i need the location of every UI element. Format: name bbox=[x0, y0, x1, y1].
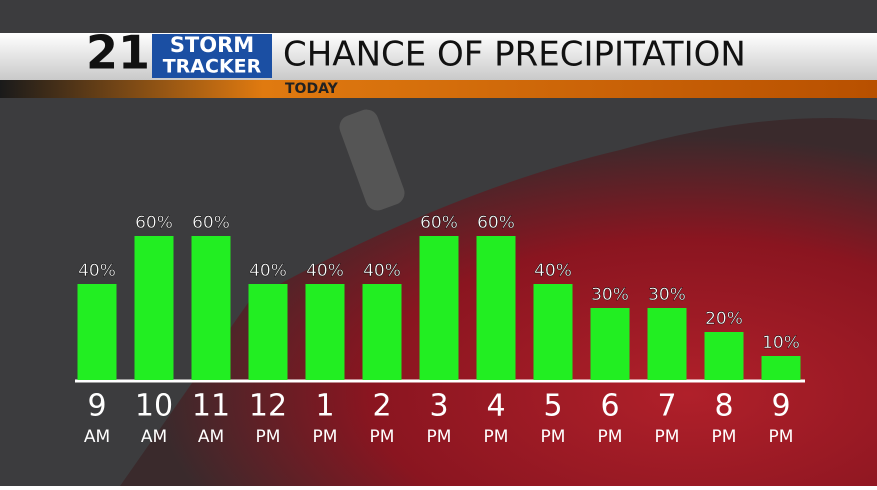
x-tick-label: 4 bbox=[486, 389, 505, 424]
x-tick-period: PM bbox=[484, 427, 509, 447]
x-tick-period: PM bbox=[370, 427, 395, 447]
x-tick-label: 8 bbox=[714, 389, 733, 424]
x-tick-label: 5 bbox=[543, 389, 562, 424]
logo-number: 21 bbox=[86, 26, 150, 80]
subheader-bar bbox=[0, 80, 877, 98]
x-tick-label: 10 bbox=[135, 389, 173, 424]
logo-line1: STORM bbox=[170, 33, 254, 57]
x-tick-period: PM bbox=[712, 427, 737, 447]
value-label: 40% bbox=[306, 261, 344, 281]
bar bbox=[476, 236, 516, 380]
header-bar bbox=[0, 33, 877, 80]
bar bbox=[305, 284, 345, 380]
x-tick-label: 6 bbox=[600, 389, 619, 424]
bar bbox=[191, 236, 231, 380]
x-tick-period: PM bbox=[427, 427, 452, 447]
x-tick-label: 9 bbox=[771, 389, 790, 424]
value-label: 30% bbox=[648, 285, 686, 305]
value-label: 40% bbox=[78, 261, 116, 281]
x-tick-period: PM bbox=[541, 427, 566, 447]
chart-subtitle: TODAY bbox=[285, 81, 339, 97]
bar bbox=[248, 284, 288, 380]
x-tick-label: 3 bbox=[429, 389, 448, 424]
value-label: 40% bbox=[534, 261, 572, 281]
x-tick-label: 1 bbox=[315, 389, 334, 424]
x-tick-label: 12 bbox=[249, 389, 287, 424]
bar bbox=[590, 308, 630, 380]
bar bbox=[704, 332, 744, 380]
value-label: 30% bbox=[591, 285, 629, 305]
bar bbox=[77, 284, 117, 380]
value-label: 20% bbox=[705, 309, 743, 329]
x-tick-period: PM bbox=[655, 427, 680, 447]
x-tick-period: PM bbox=[598, 427, 623, 447]
chart-title: CHANCE OF PRECIPITATION bbox=[283, 35, 746, 75]
value-label: 40% bbox=[363, 261, 401, 281]
logo-box bbox=[152, 34, 272, 78]
x-tick-period: AM bbox=[198, 427, 224, 447]
x-tick-label: 11 bbox=[192, 389, 230, 424]
bar bbox=[533, 284, 573, 380]
x-tick-period: PM bbox=[256, 427, 281, 447]
value-label: 40% bbox=[249, 261, 287, 281]
x-tick-period: AM bbox=[141, 427, 167, 447]
value-label: 60% bbox=[135, 213, 173, 233]
value-label: 60% bbox=[477, 213, 515, 233]
bar bbox=[362, 284, 402, 380]
value-label: 60% bbox=[192, 213, 230, 233]
bar bbox=[134, 236, 174, 380]
logo-line2: TRACKER bbox=[163, 56, 262, 78]
x-tick-label: 2 bbox=[372, 389, 391, 424]
x-tick-label: 9 bbox=[87, 389, 106, 424]
x-tick-period: PM bbox=[769, 427, 794, 447]
value-label: 60% bbox=[420, 213, 458, 233]
umbrella-handle bbox=[339, 109, 405, 211]
x-tick-period: PM bbox=[313, 427, 338, 447]
bar bbox=[761, 356, 801, 380]
x-tick-period: AM bbox=[84, 427, 110, 447]
bar bbox=[647, 308, 687, 380]
bar bbox=[419, 236, 459, 380]
value-label: 10% bbox=[762, 333, 800, 353]
x-tick-label: 7 bbox=[657, 389, 676, 424]
